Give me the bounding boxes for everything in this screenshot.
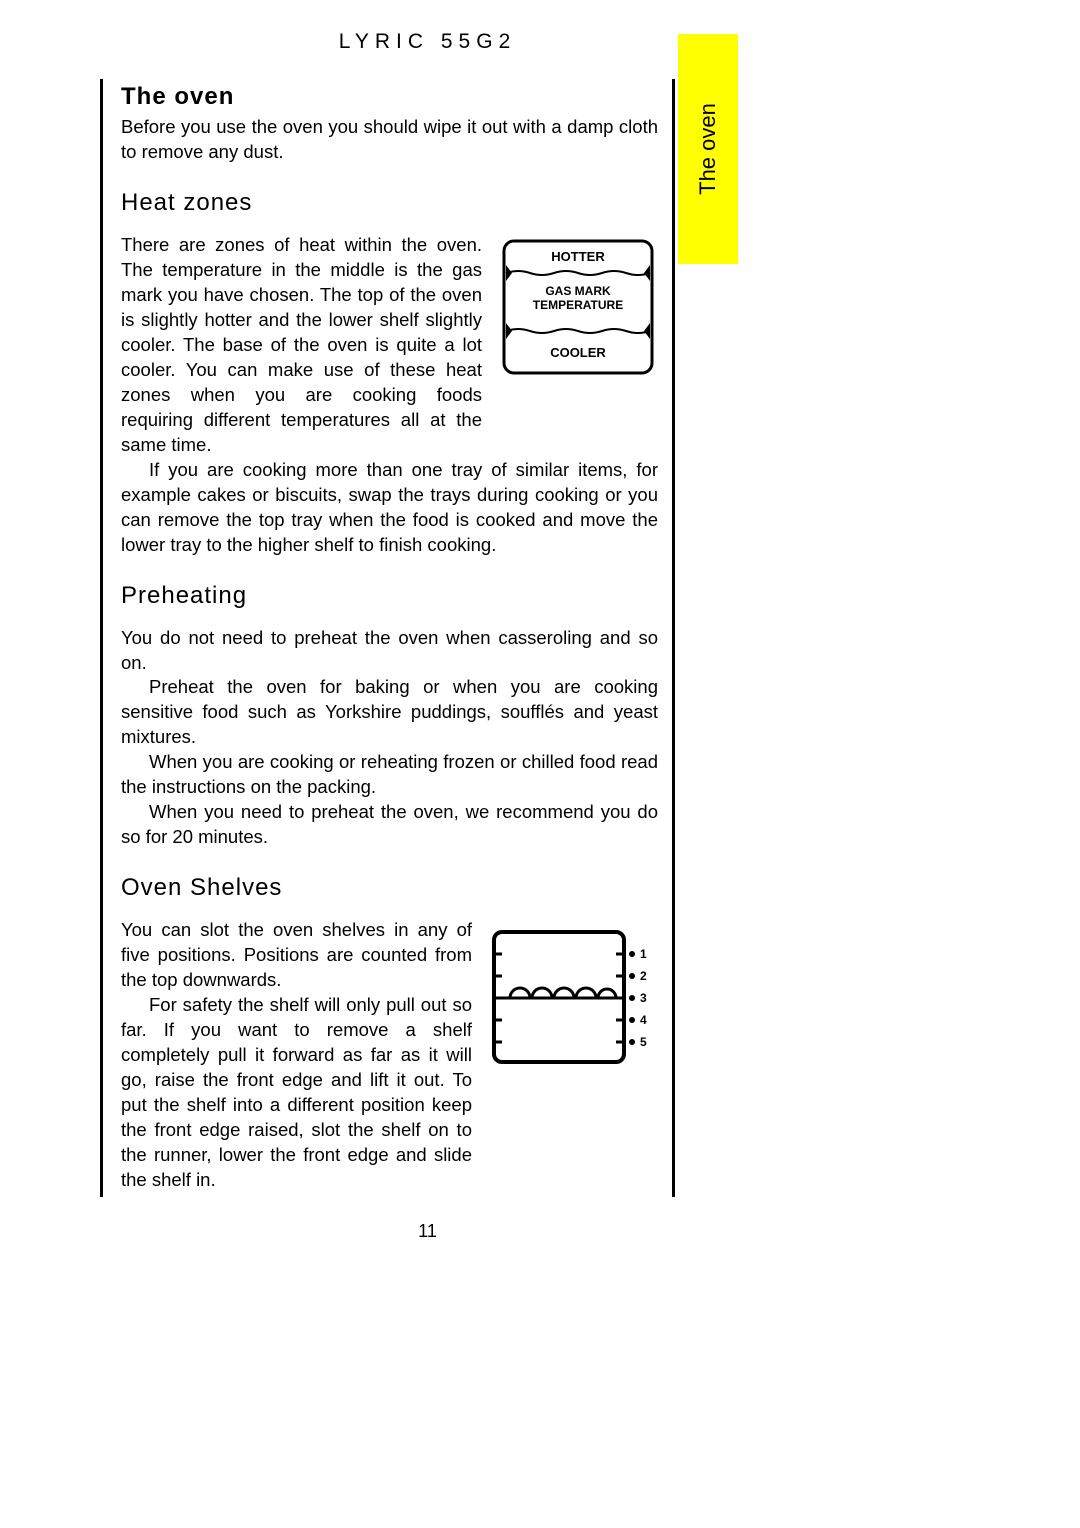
document-header: LYRIC 55G2 [180, 30, 675, 54]
side-tab-label: The oven [695, 103, 721, 195]
diagram-label-gasmark: GAS MARK [545, 284, 611, 298]
preheating-p4: When you need to preheat the oven, we re… [121, 800, 658, 850]
section-title-oven: The oven [121, 83, 658, 111]
section-title-preheating: Preheating [121, 582, 658, 610]
heat-zones-p1: There are zones of heat within the oven.… [121, 233, 482, 458]
page-number: 11 [180, 1221, 675, 1242]
oven-shelves-row: You can slot the oven shelves in any of … [121, 918, 658, 1193]
oven-shelves-p1: You can slot the oven shelves in any of … [121, 918, 472, 993]
heat-zones-p2: If you are cooking more than one tray of… [121, 458, 658, 558]
preheating-p2: Preheat the oven for baking or when you … [121, 675, 658, 750]
shelf-label-2: 2 [640, 969, 647, 983]
oven-intro: Before you use the oven you should wipe … [121, 115, 658, 165]
side-tab: The oven [678, 34, 738, 264]
shelf-label-4: 4 [640, 1013, 647, 1027]
diagram-label-cooler: COOLER [550, 345, 606, 360]
heat-zones-row: There are zones of heat within the oven.… [121, 233, 658, 458]
preheating-p3: When you are cooking or reheating frozen… [121, 750, 658, 800]
oven-shelves-p2: For safety the shelf will only pull out … [121, 993, 472, 1193]
section-title-heat-zones: Heat zones [121, 189, 658, 217]
section-title-oven-shelves: Oven Shelves [121, 874, 658, 902]
heat-zones-diagram: HOTTER GAS MARK TEMPERATURE COOLER [498, 237, 658, 377]
oven-shelves-diagram: 1 2 3 4 5 [488, 924, 658, 1074]
oven-shelves-text: You can slot the oven shelves in any of … [121, 918, 472, 1193]
shelf-label-5: 5 [640, 1035, 647, 1049]
content-column: The oven Before you use the oven you sho… [100, 79, 675, 1197]
page-container: LYRIC 55G2 The oven Before you use the o… [100, 30, 675, 1242]
shelf-label-3: 3 [640, 991, 647, 1005]
shelf-label-1: 1 [640, 947, 647, 961]
preheating-p1: You do not need to preheat the oven when… [121, 626, 658, 676]
diagram-label-temperature: TEMPERATURE [533, 298, 623, 312]
diagram-label-hotter: HOTTER [551, 249, 605, 264]
